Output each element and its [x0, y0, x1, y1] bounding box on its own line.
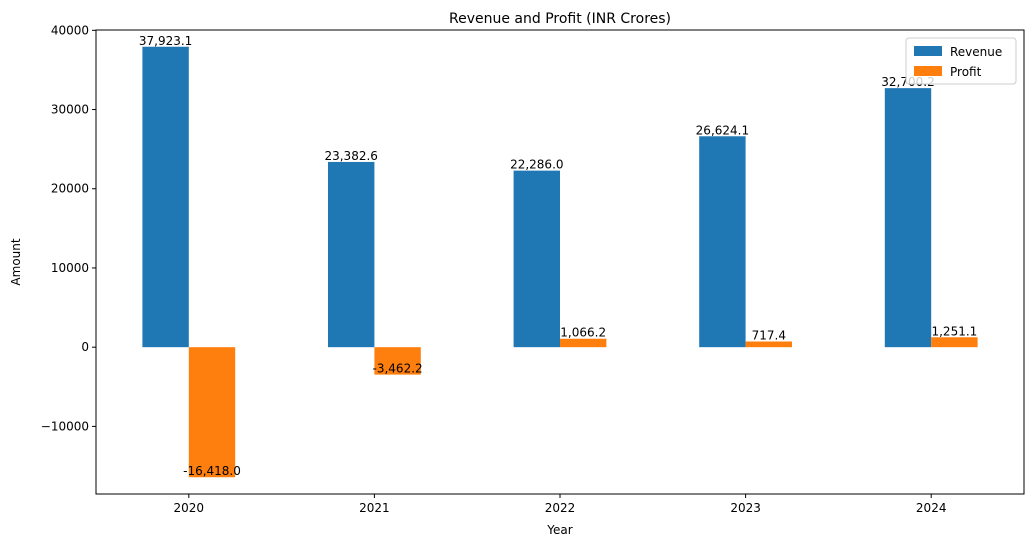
x-tick-label-2022: 2022 — [545, 501, 576, 515]
bar-revenue-2022 — [513, 170, 560, 348]
bars-group — [142, 46, 978, 478]
x-tick-label-2024: 2024 — [916, 501, 947, 515]
bar-profit-2021 — [374, 347, 421, 375]
plot-frame — [95, 29, 1025, 495]
legend-label-profit: Profit — [950, 65, 982, 79]
y-tick-label-20000: 20000 — [51, 182, 89, 196]
data-label-profit-2020: -16,418.0 — [183, 464, 241, 478]
legend-swatch-revenue — [914, 46, 942, 56]
x-axis: 2020 2021 2022 2023 2024 — [174, 494, 947, 515]
bar-profit-2023 — [745, 341, 792, 348]
y-axis-label: Amount — [9, 238, 23, 285]
legend-label-revenue: Revenue — [950, 45, 1002, 59]
bar-profit-2024 — [931, 337, 978, 348]
y-axis: −10000 0 10000 20000 30000 40000 — [41, 23, 96, 433]
bar-revenue-2024 — [884, 88, 932, 348]
chart-title: Revenue and Profit (INR Crores) — [449, 11, 671, 27]
data-label-profit-2021: -3,462.2 — [373, 362, 423, 376]
data-label-revenue-2022: 22,286.0 — [510, 158, 563, 172]
bar-revenue-2021 — [328, 161, 375, 348]
y-tick-label-30000: 30000 — [51, 103, 89, 117]
x-tick-label-2021: 2021 — [359, 501, 390, 515]
legend: Revenue Profit — [905, 37, 1017, 85]
data-label-revenue-2020: 37,923.1 — [139, 34, 192, 48]
x-tick-label-2023: 2023 — [730, 501, 761, 515]
y-tick-label--10000: −10000 — [41, 419, 89, 433]
y-tick-label-10000: 10000 — [51, 261, 89, 275]
legend-swatch-profit — [914, 66, 942, 76]
y-tick-label-40000: 40000 — [51, 23, 89, 37]
data-label-revenue-2023: 26,624.1 — [696, 123, 749, 137]
y-tick-label-0: 0 — [81, 340, 89, 354]
bar-profit-2020 — [188, 347, 236, 478]
bar-revenue-2020 — [142, 46, 189, 348]
x-axis-label: Year — [546, 523, 572, 537]
data-label-profit-2022: 1,066.2 — [560, 326, 606, 340]
bar-profit-2022 — [560, 338, 607, 348]
bar-revenue-2023 — [699, 136, 746, 348]
x-tick-label-2020: 2020 — [174, 501, 205, 515]
data-label-profit-2024: 1,251.1 — [931, 324, 977, 338]
data-label-profit-2023: 717.4 — [752, 329, 786, 343]
data-label-revenue-2021: 23,382.6 — [324, 149, 377, 163]
